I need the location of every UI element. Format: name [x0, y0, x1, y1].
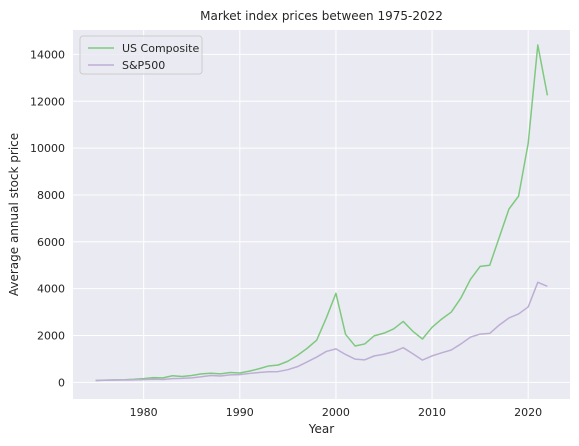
x-grid [143, 30, 529, 399]
x-tick-label: 2010 [418, 406, 446, 419]
y-axis-label: Average annual stock price [7, 133, 21, 296]
legend-label-us-composite: US Composite [122, 42, 199, 55]
y-tick-label: 0 [58, 376, 65, 389]
y-tick-label: 10000 [30, 142, 65, 155]
plot-area [73, 30, 570, 399]
legend: US Composite S&P500 [79, 35, 203, 75]
x-tick-label: 1980 [130, 406, 158, 419]
chart-title: Market index prices between 1975-2022 [200, 9, 443, 23]
x-tick-label: 1990 [226, 406, 254, 419]
y-grid [73, 53, 570, 383]
series-line-us-composite [95, 44, 549, 382]
x-axis-label: Year [308, 422, 334, 436]
series-line-s-p500 [95, 281, 548, 382]
x-tick-label: 2020 [514, 406, 542, 419]
x-tick-label: 2000 [322, 406, 350, 419]
y-tick-label: 4000 [37, 283, 65, 296]
legend-label-sp500: S&P500 [122, 59, 165, 72]
y-tick-labels: 0 2000 4000 6000 8000 10000 12000 14000 [30, 48, 65, 389]
y-tick-label: 14000 [30, 48, 65, 61]
y-tick-label: 8000 [37, 189, 65, 202]
y-tick-label: 12000 [30, 95, 65, 108]
x-tick-labels: 1980 1990 2000 2010 2020 [130, 406, 543, 419]
y-tick-label: 6000 [37, 236, 65, 249]
y-tick-label: 2000 [37, 329, 65, 342]
series-layer [95, 44, 549, 382]
